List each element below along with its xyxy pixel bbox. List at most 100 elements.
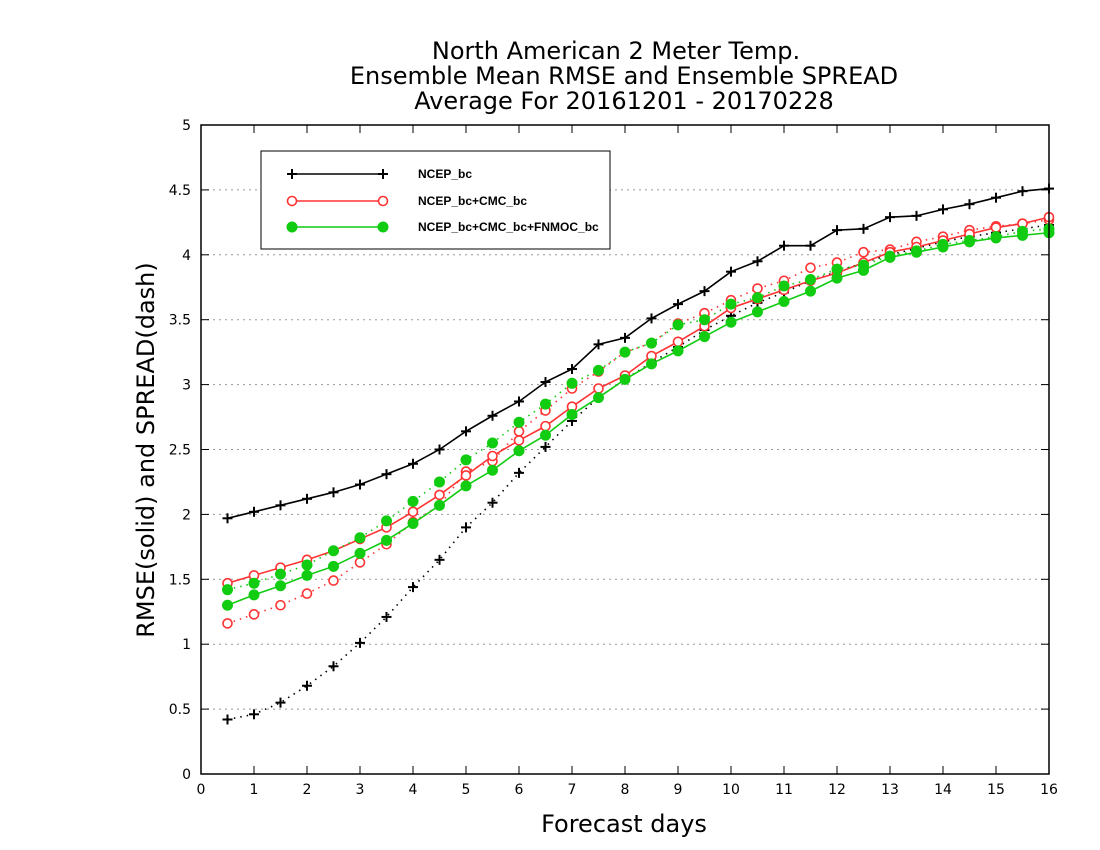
title-line-1: North American 2 Meter Temp. <box>432 37 800 65</box>
rmse-point <box>858 223 869 234</box>
series-layer <box>222 183 1055 725</box>
spread-point <box>275 568 286 580</box>
x-tick-label: 5 <box>462 782 471 798</box>
spread-point <box>354 532 366 544</box>
legend-entry-3: NCEP_bc+CMC_bc+FNMOC_bc <box>286 220 599 234</box>
spread-line <box>227 224 1050 721</box>
rmse-point <box>646 358 657 370</box>
legend-marker <box>378 169 388 179</box>
rmse-point <box>222 599 233 611</box>
series-2 <box>222 211 1055 629</box>
x-tick-label: 6 <box>515 782 524 798</box>
rmse-point <box>275 580 286 592</box>
spread-point <box>593 364 604 376</box>
legend-label: NCEP_bc <box>418 167 472 181</box>
legend-entry-2: NCEP_bc+CMC_bc <box>286 194 527 208</box>
spread-point <box>328 545 339 557</box>
spread-point <box>672 319 684 331</box>
spread-point <box>699 314 710 326</box>
spread-line <box>227 218 1050 625</box>
rmse-point <box>487 464 498 476</box>
rmse-point <box>513 435 525 446</box>
series-1 <box>222 183 1054 725</box>
spread-point <box>381 515 392 527</box>
rmse-point <box>673 299 683 310</box>
y-tick-label: 3.5 <box>169 313 191 329</box>
legend-marker <box>377 221 389 233</box>
x-tick-label: 4 <box>409 782 418 798</box>
y-tick-label: 4.5 <box>169 183 191 199</box>
rmse-point <box>301 569 313 581</box>
rmse-point <box>593 339 604 350</box>
spread-point <box>328 661 339 672</box>
rmse-point <box>858 264 869 276</box>
spread-point <box>249 709 259 720</box>
x-tick-label: 8 <box>621 782 630 798</box>
rmse-point <box>354 547 366 559</box>
spread-line <box>227 228 1050 591</box>
rmse-line <box>227 216 1050 584</box>
gridlines <box>201 189 1049 710</box>
x-tick-label: 13 <box>881 782 899 798</box>
y-tick-label: 1.5 <box>169 572 191 588</box>
legend-label: NCEP_bc+CMC_bc <box>418 194 527 208</box>
rmse-point <box>222 513 233 524</box>
spread-point <box>805 273 816 285</box>
spread-point <box>222 618 233 629</box>
rmse-point <box>884 251 896 263</box>
spread-point <box>831 263 843 275</box>
y-tick-label: 0 <box>182 767 191 783</box>
rmse-point <box>964 199 975 210</box>
spread-point <box>778 280 790 292</box>
spread-point <box>487 497 498 508</box>
rmse-point <box>328 560 339 572</box>
spread-point <box>301 559 313 571</box>
y-tick-label: 3 <box>182 378 191 394</box>
y-tick-label: 2.5 <box>169 443 191 459</box>
x-tick-label: 7 <box>568 782 577 798</box>
spread-point <box>540 441 551 452</box>
rmse-point <box>620 332 630 343</box>
rmse-point <box>805 285 816 297</box>
rmse-point <box>460 470 472 481</box>
x-tick-label: 0 <box>197 782 206 798</box>
spread-point <box>858 246 869 258</box>
spread-point <box>434 476 445 488</box>
rmse-line <box>227 231 1050 607</box>
x-tick-label: 16 <box>1040 782 1058 798</box>
rmse-point <box>513 445 525 457</box>
title-line-2: Ensemble Mean RMSE and Ensemble SPREAD <box>350 62 898 90</box>
rmse-point <box>487 450 498 462</box>
spread-point <box>461 522 471 533</box>
spread-point <box>328 575 339 586</box>
spread-point <box>805 262 816 274</box>
spread-point <box>301 588 313 599</box>
legend-marker <box>377 195 389 207</box>
spread-point <box>275 697 286 708</box>
rmse-point <box>831 272 843 284</box>
spread-point <box>275 599 286 611</box>
rmse-point <box>832 225 842 236</box>
spread-point <box>725 298 737 310</box>
spread-point <box>248 609 260 620</box>
x-tick-label: 12 <box>828 782 846 798</box>
rmse-point <box>911 246 922 258</box>
x-tick-label: 11 <box>775 782 793 798</box>
rmse-point <box>328 487 339 498</box>
rmse-point <box>990 222 1002 233</box>
y-tick-label: 0.5 <box>169 702 191 718</box>
rmse-point <box>540 429 551 441</box>
rmse-point <box>248 589 260 601</box>
rmse-point <box>567 364 577 375</box>
rmse-point <box>1017 186 1028 197</box>
rmse-point <box>778 296 790 308</box>
rmse-point <box>249 506 259 517</box>
rmse-point <box>964 236 975 248</box>
rmse-point <box>752 306 763 318</box>
spread-point <box>619 346 631 358</box>
rmse-point <box>302 493 312 504</box>
rmse-point <box>540 377 551 388</box>
rmse-point <box>805 240 816 251</box>
rmse-point <box>566 408 578 420</box>
